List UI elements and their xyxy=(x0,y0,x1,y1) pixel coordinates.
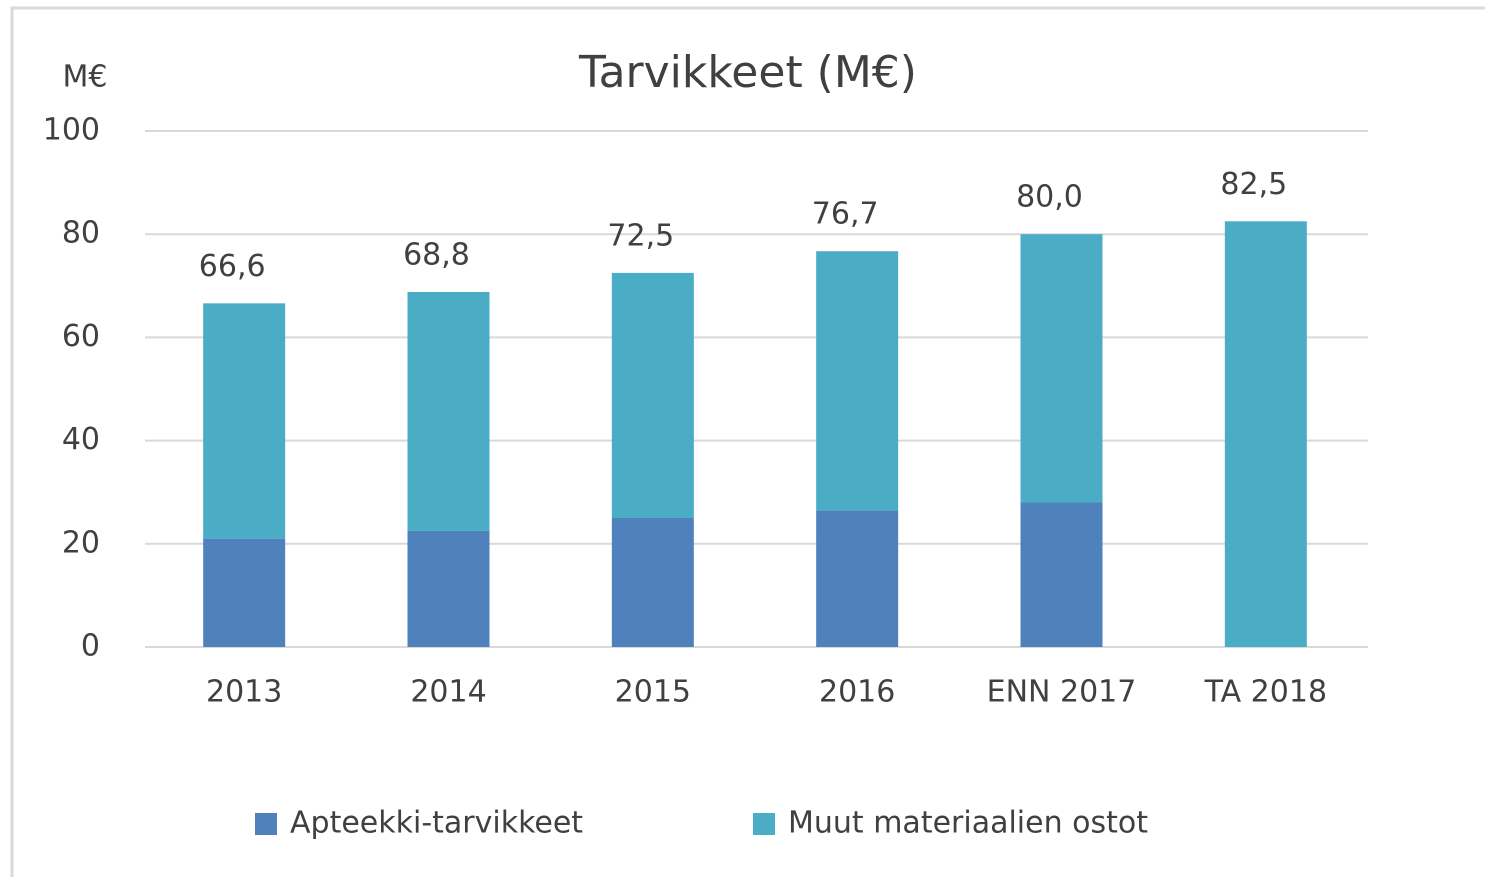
bar-segment xyxy=(611,272,694,518)
bar-segment xyxy=(203,538,286,647)
x-tick-label: 2016 xyxy=(819,675,895,710)
x-tick-label: 2015 xyxy=(615,675,691,710)
legend-swatch xyxy=(255,813,277,835)
bar-segment xyxy=(203,303,286,539)
total-label: 76,7 xyxy=(812,197,879,232)
bar-segment xyxy=(1020,234,1103,503)
y-tick-label: 60 xyxy=(62,319,100,354)
legend-swatch xyxy=(753,813,775,835)
x-tick-label: 2014 xyxy=(410,675,486,710)
total-label: 72,5 xyxy=(607,218,674,253)
bar-segment xyxy=(611,518,694,647)
legend-label: Muut materiaalien ostot xyxy=(788,806,1148,841)
frame xyxy=(10,6,1485,877)
y-axis-label: M€ xyxy=(63,60,108,95)
total-label: 66,6 xyxy=(199,249,266,284)
bar-segment xyxy=(816,510,899,647)
y-tick-label: 40 xyxy=(62,422,100,457)
x-tick-label: TA 2018 xyxy=(1204,675,1327,710)
bar-segment xyxy=(1020,502,1103,647)
bar-segment xyxy=(407,291,490,531)
bar-segment xyxy=(816,251,899,511)
y-tick-label: 80 xyxy=(62,216,100,251)
total-label: 80,0 xyxy=(1016,180,1083,215)
legend-label: Apteekki-tarvikkeet xyxy=(290,806,583,841)
chart-title: Tarvikkeet (M€) xyxy=(578,47,917,98)
x-tick-label: 2013 xyxy=(206,675,282,710)
y-tick-label: 20 xyxy=(62,525,100,560)
bar-segment xyxy=(1224,221,1307,648)
y-tick-label: 100 xyxy=(43,113,100,148)
bar-segment xyxy=(407,530,490,647)
total-label: 82,5 xyxy=(1220,167,1287,202)
x-tick-label: ENN 2017 xyxy=(987,675,1137,710)
y-tick-label: 0 xyxy=(81,629,100,664)
total-label: 68,8 xyxy=(403,237,470,272)
